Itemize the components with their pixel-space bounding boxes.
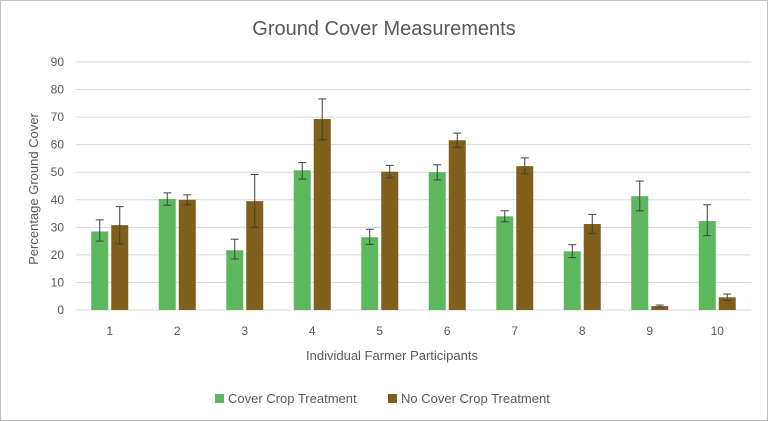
error-bar-no-cover-crop-7 bbox=[520, 157, 529, 175]
y-tick-label: 40 bbox=[51, 193, 65, 207]
gridlines bbox=[76, 61, 751, 311]
error-bar-no-cover-crop-3 bbox=[250, 173, 259, 228]
error-bar-cover-crop-10 bbox=[703, 204, 712, 237]
y-axis-ticks: 0 10 20 30 40 50 60 70 80 90 bbox=[51, 55, 65, 317]
legend-item-no-cover-crop: No Cover Crop Treatment bbox=[388, 391, 550, 406]
x-tick-label: 3 bbox=[241, 324, 248, 338]
y-tick-label: 60 bbox=[51, 138, 65, 152]
error-bar-cover-crop-4 bbox=[298, 162, 307, 180]
bar-no-cover-crop-4 bbox=[313, 119, 331, 310]
legend-label: No Cover Crop Treatment bbox=[401, 391, 550, 406]
bar-cover-crop-9 bbox=[631, 196, 649, 310]
y-axis-label: Percentage Ground Cover bbox=[26, 112, 41, 264]
bar-cover-crop-5 bbox=[361, 237, 379, 310]
bar-cover-crop-7 bbox=[496, 216, 514, 310]
y-tick-label: 10 bbox=[51, 275, 65, 289]
bar-no-cover-crop-6 bbox=[448, 140, 466, 310]
x-tick-label: 5 bbox=[376, 324, 383, 338]
error-bar-cover-crop-5 bbox=[365, 228, 374, 245]
bar-no-cover-crop-8 bbox=[583, 224, 601, 310]
error-bar-cover-crop-6 bbox=[433, 164, 442, 181]
x-tick-label: 9 bbox=[646, 324, 653, 338]
legend-swatch bbox=[215, 394, 224, 403]
error-bar-cover-crop-8 bbox=[568, 244, 577, 259]
x-tick-label: 4 bbox=[309, 324, 316, 338]
error-bar-no-cover-crop-5 bbox=[385, 164, 394, 179]
bar-cover-crop-10 bbox=[698, 220, 716, 310]
y-tick-label: 50 bbox=[51, 165, 65, 179]
bar-no-cover-crop-3 bbox=[246, 201, 264, 310]
error-bar-cover-crop-2 bbox=[163, 192, 172, 206]
bar-no-cover-crop-7 bbox=[516, 166, 534, 310]
bar-cover-crop-3 bbox=[226, 250, 244, 310]
x-axis-label: Individual Farmer Participants bbox=[306, 348, 478, 363]
error-bar-cover-crop-1 bbox=[95, 219, 104, 242]
error-bar-no-cover-crop-10 bbox=[723, 293, 732, 302]
bar-no-cover-crop-2 bbox=[178, 199, 196, 310]
y-tick-label: 70 bbox=[51, 110, 65, 124]
error-bar-cover-crop-3 bbox=[230, 238, 239, 260]
error-bar-no-cover-crop-2 bbox=[183, 194, 192, 206]
y-tick-label: 30 bbox=[51, 220, 65, 234]
x-axis-ticks: 1 2 3 4 5 6 7 8 9 10 bbox=[106, 324, 724, 338]
bar-no-cover-crop-9 bbox=[651, 306, 669, 310]
y-tick-label: 90 bbox=[51, 55, 65, 69]
legend-item-cover-crop: Cover Crop Treatment bbox=[215, 391, 357, 406]
error-bar-no-cover-crop-9 bbox=[655, 304, 664, 308]
x-tick-label: 10 bbox=[711, 324, 725, 338]
x-tick-label: 7 bbox=[511, 324, 518, 338]
error-bar-cover-crop-7 bbox=[500, 210, 509, 223]
bar-cover-crop-8 bbox=[563, 251, 581, 310]
bar-no-cover-crop-5 bbox=[381, 171, 399, 310]
x-tick-label: 8 bbox=[579, 324, 586, 338]
y-tick-label: 0 bbox=[57, 303, 64, 317]
legend-label: Cover Crop Treatment bbox=[228, 391, 357, 406]
error-bar-cover-crop-9 bbox=[635, 180, 644, 212]
y-tick-label: 80 bbox=[51, 83, 65, 97]
error-bar-no-cover-crop-1 bbox=[115, 206, 124, 245]
x-tick-label: 1 bbox=[106, 324, 113, 338]
bar-cover-crop-1 bbox=[91, 231, 109, 310]
bar-cover-crop-4 bbox=[293, 170, 311, 310]
y-tick-label: 20 bbox=[51, 248, 65, 262]
chart-title: Ground Cover Measurements bbox=[252, 18, 515, 40]
bar-cover-crop-6 bbox=[428, 172, 446, 310]
legend: Cover Crop Treatment No Cover Crop Treatm… bbox=[215, 391, 550, 406]
bar-no-cover-crop-1 bbox=[111, 225, 129, 310]
bars bbox=[91, 119, 736, 310]
legend-swatch bbox=[388, 394, 397, 403]
x-tick-label: 2 bbox=[174, 324, 181, 338]
bar-no-cover-crop-10 bbox=[718, 297, 736, 310]
error-bar-no-cover-crop-8 bbox=[588, 213, 597, 234]
error-bar-no-cover-crop-4 bbox=[318, 98, 327, 141]
error-bar-no-cover-crop-6 bbox=[453, 132, 462, 148]
x-tick-label: 6 bbox=[444, 324, 451, 338]
error-bars bbox=[95, 98, 732, 308]
bar-cover-crop-2 bbox=[158, 198, 176, 310]
